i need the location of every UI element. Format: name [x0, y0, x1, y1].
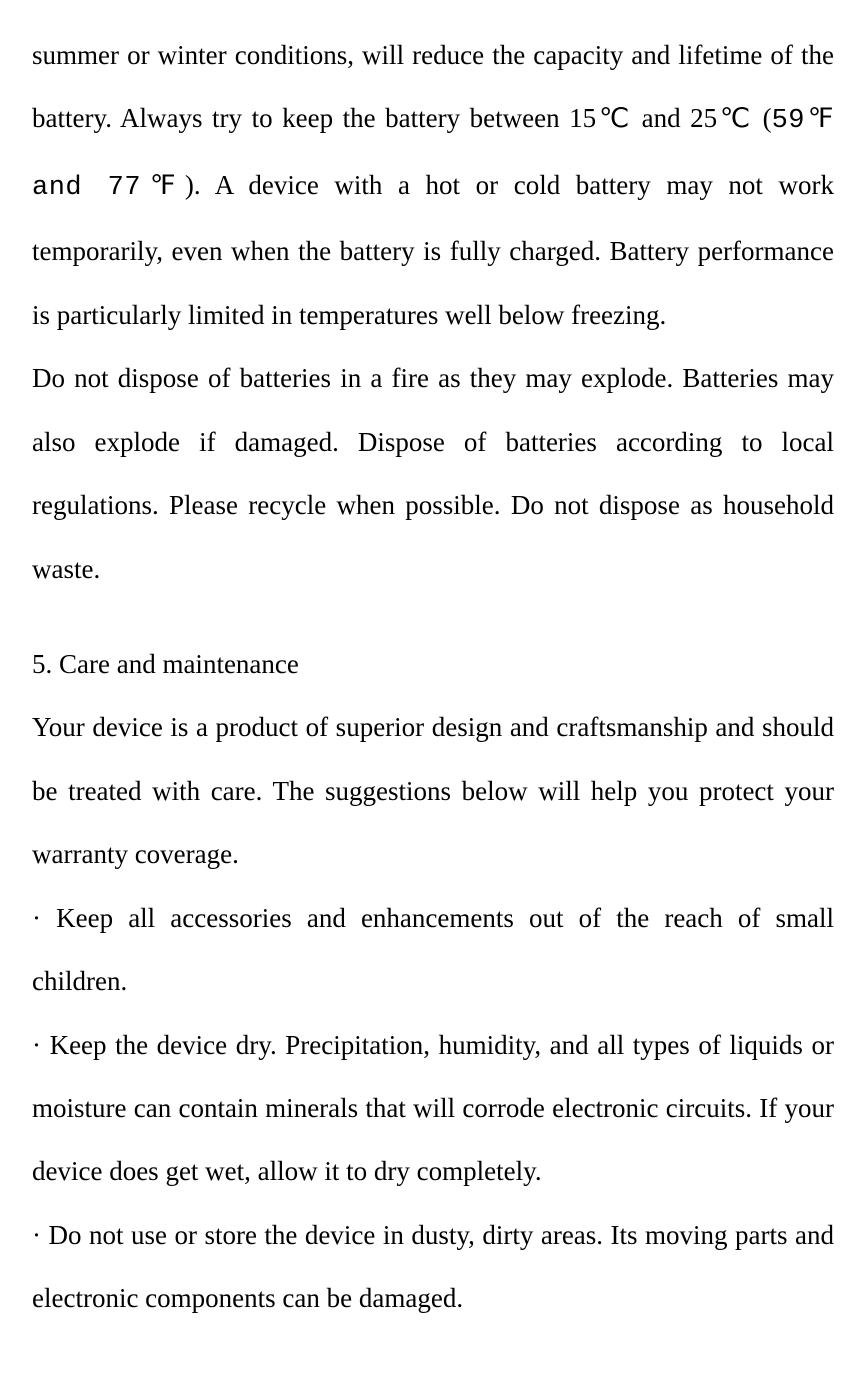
care-intro-paragraph: Your device is a product of superior des…	[32, 696, 834, 886]
paragraph-text: summer or winter conditions, will reduce…	[32, 40, 834, 133]
bullet-item-dry: · Keep the device dry. Precipitation, hu…	[32, 1014, 834, 1204]
section-heading: 5. Care and maintenance	[32, 633, 834, 696]
document-body: summer or winter conditions, will reduce…	[32, 24, 834, 1331]
bullet-item-children: · Keep all accessories and enhancements …	[32, 887, 834, 1014]
battery-temperature-paragraph: summer or winter conditions, will reduce…	[32, 24, 834, 347]
heading-text: 5. Care and maintenance	[32, 649, 299, 679]
bullet-text: · Keep the device dry. Precipitation, hu…	[32, 1030, 834, 1187]
battery-disposal-paragraph: Do not dispose of batteries in a fire as…	[32, 347, 834, 601]
paragraph-text: Do not dispose of batteries in a fire as…	[32, 363, 834, 583]
paragraph-text: Your device is a product of superior des…	[32, 712, 834, 869]
section-spacer	[32, 601, 834, 633]
bullet-item-dusty: · Do not use or store the device in dust…	[32, 1204, 834, 1331]
bullet-text: · Keep all accessories and enhancements …	[32, 903, 834, 996]
bullet-text: · Do not use or store the device in dust…	[32, 1220, 834, 1313]
